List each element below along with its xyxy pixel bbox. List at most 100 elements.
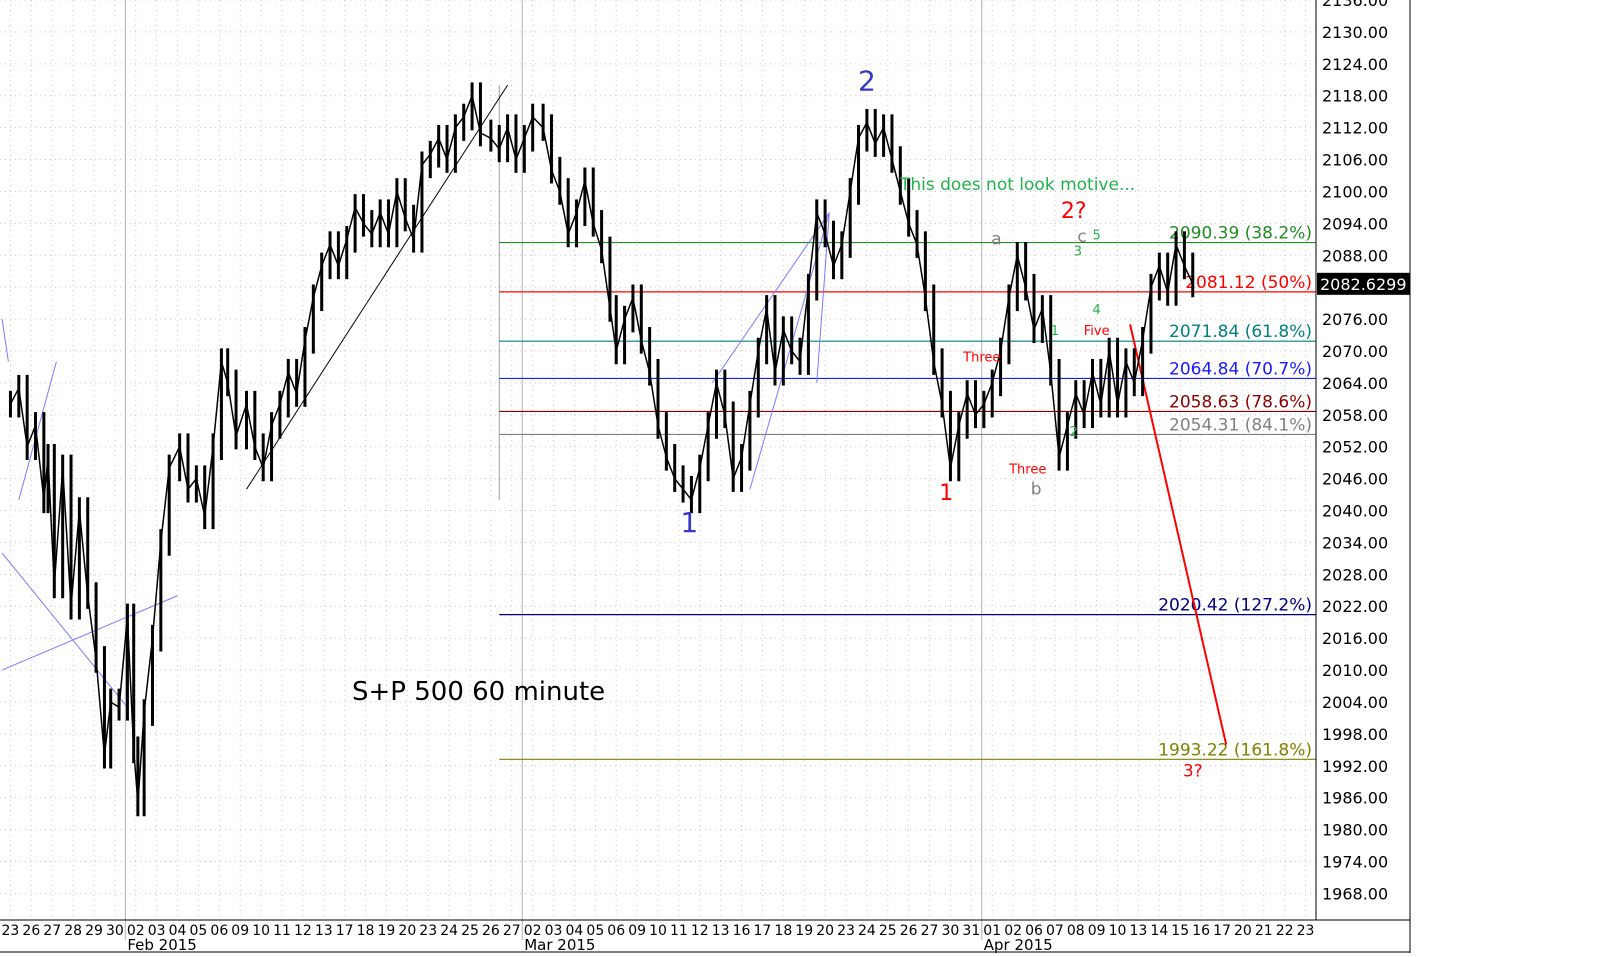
x-tick-label: 12	[691, 923, 709, 939]
x-tick-label: 26	[900, 923, 918, 939]
x-tick-label: 05	[586, 923, 604, 939]
x-tick-label: 16	[733, 923, 751, 939]
wave-label: Three	[962, 351, 1000, 366]
y-tick-label: 1992.00	[1322, 757, 1388, 776]
wave-label: c	[1077, 227, 1086, 247]
trend-line	[1129, 324, 1228, 745]
y-tick-label: 2016.00	[1322, 629, 1388, 648]
wave-label: 2?	[1061, 199, 1087, 224]
y-tick-label: 1974.00	[1322, 853, 1388, 872]
x-tick-label: 11	[273, 923, 291, 939]
y-tick-label: 1986.00	[1322, 789, 1388, 808]
x-tick-label: 20	[1234, 923, 1252, 939]
x-tick-label: 14	[1150, 923, 1168, 939]
y-tick-label: 2010.00	[1322, 661, 1388, 680]
x-tick-label: 01	[983, 923, 1001, 939]
month-label: Feb 2015	[127, 936, 197, 953]
price-series	[8, 82, 1195, 817]
fib-level-label: 2071.84 (61.8%)	[1169, 322, 1312, 342]
y-tick-label: 2028.00	[1322, 565, 1388, 584]
wave-label: 1	[939, 481, 953, 506]
x-tick-label: 27	[503, 923, 521, 939]
wave-labels: 1 2 1 2? 3? a b c 1 2 3 4 5 Three Three Five	[680, 64, 1202, 781]
price-line	[9, 93, 1194, 804]
x-tick-label: 28	[64, 923, 82, 939]
y-tick-label: 1968.00	[1322, 884, 1388, 903]
x-tick-label: 10	[252, 923, 270, 939]
x-tick-label: 06	[607, 923, 625, 939]
wave-label: Three	[1008, 462, 1046, 477]
x-tick-label: 09	[1088, 923, 1106, 939]
x-tick-label: 19	[795, 923, 813, 939]
x-tick-label: 20	[398, 923, 416, 939]
x-tick-label: 09	[231, 923, 249, 939]
x-tick-label: 03	[545, 923, 563, 939]
last-price-label: 2082.6299	[1320, 275, 1407, 294]
x-tick-label: 23	[1297, 923, 1315, 939]
x-tick-label: 24	[440, 923, 458, 939]
last-price-tag	[1317, 272, 1410, 295]
x-tick-label: 31	[962, 923, 980, 939]
wave-label: 3?	[1183, 761, 1203, 781]
x-tick-label: 09	[628, 923, 646, 939]
y-tick-label: 2136.00	[1322, 0, 1388, 10]
fib-level-label: 2054.31 (84.1%)	[1169, 415, 1312, 435]
trend-line	[246, 84, 509, 490]
x-tick-label: 30	[106, 923, 124, 939]
x-tick-label: 27	[921, 923, 939, 939]
wave-label: 5	[1093, 228, 1101, 243]
fib-level-label: 2081.12 (50%)	[1185, 273, 1312, 293]
y-tick-label: 1980.00	[1322, 821, 1388, 840]
y-tick-label: 2106.00	[1322, 151, 1388, 170]
wave-label: 2	[858, 64, 876, 97]
y-tick-label: 2124.00	[1322, 55, 1388, 74]
y-tick-label: 2040.00	[1322, 502, 1388, 521]
x-tick-label: 17	[754, 923, 772, 939]
x-tick-label: 18	[774, 923, 792, 939]
trend-lines	[1, 84, 1228, 745]
x-tick-label: 22	[1276, 923, 1294, 939]
chart-annotation-note: This does not look motive...	[899, 175, 1135, 195]
x-tick-label: 26	[482, 923, 500, 939]
x-tick-label: 06	[1025, 923, 1043, 939]
x-tick-label: 29	[85, 923, 103, 939]
wave-label: 1	[680, 506, 698, 539]
x-tick-label: 10	[649, 923, 667, 939]
wave-label: a	[991, 230, 1001, 250]
wave-label: Five	[1084, 324, 1110, 339]
x-tick-label: 08	[1067, 923, 1085, 939]
y-tick-label: 1998.00	[1322, 725, 1388, 744]
y-tick-label: 2034.00	[1322, 533, 1388, 552]
trend-line	[711, 212, 830, 384]
fibonacci-levels: 2090.39 (38.2%) 2081.12 (50%) 2071.84 (61.…	[499, 224, 1316, 760]
grid-layer	[0, 0, 1316, 940]
x-tick-label: 24	[858, 923, 876, 939]
x-tick-label: 21	[1255, 923, 1273, 939]
y-tick-label: 2088.00	[1322, 246, 1388, 265]
x-tick-label: 17	[336, 923, 354, 939]
x-tick-label: 17	[1213, 923, 1231, 939]
x-tick-label: 06	[210, 923, 228, 939]
y-tick-label: 2112.00	[1322, 119, 1388, 138]
fib-level-label: 1993.22 (161.8%)	[1158, 740, 1312, 760]
fib-level-label: 2090.39 (38.2%)	[1169, 224, 1312, 244]
x-tick-label: 26	[22, 923, 40, 939]
legacy-trend-line	[1, 595, 178, 671]
wave-label: 1	[1051, 324, 1059, 339]
x-tick-label: 19	[378, 923, 396, 939]
x-tick-label: 16	[1192, 923, 1210, 939]
month-label: Apr 2015	[984, 936, 1053, 953]
fib-level-label: 2064.84 (70.7%)	[1169, 359, 1312, 379]
x-tick-label: 03	[148, 923, 166, 939]
y-tick-label: 2070.00	[1322, 342, 1388, 361]
x-tick-label: 30	[942, 923, 960, 939]
wave-label: b	[1031, 480, 1042, 500]
legacy-trend-line	[18, 361, 57, 501]
x-tick-label: 04	[566, 923, 584, 939]
x-tick-label: 13	[712, 923, 730, 939]
x-tick-label: 23	[837, 923, 855, 939]
x-tick-label: 18	[357, 923, 375, 939]
wave-label: 2	[1070, 425, 1078, 440]
